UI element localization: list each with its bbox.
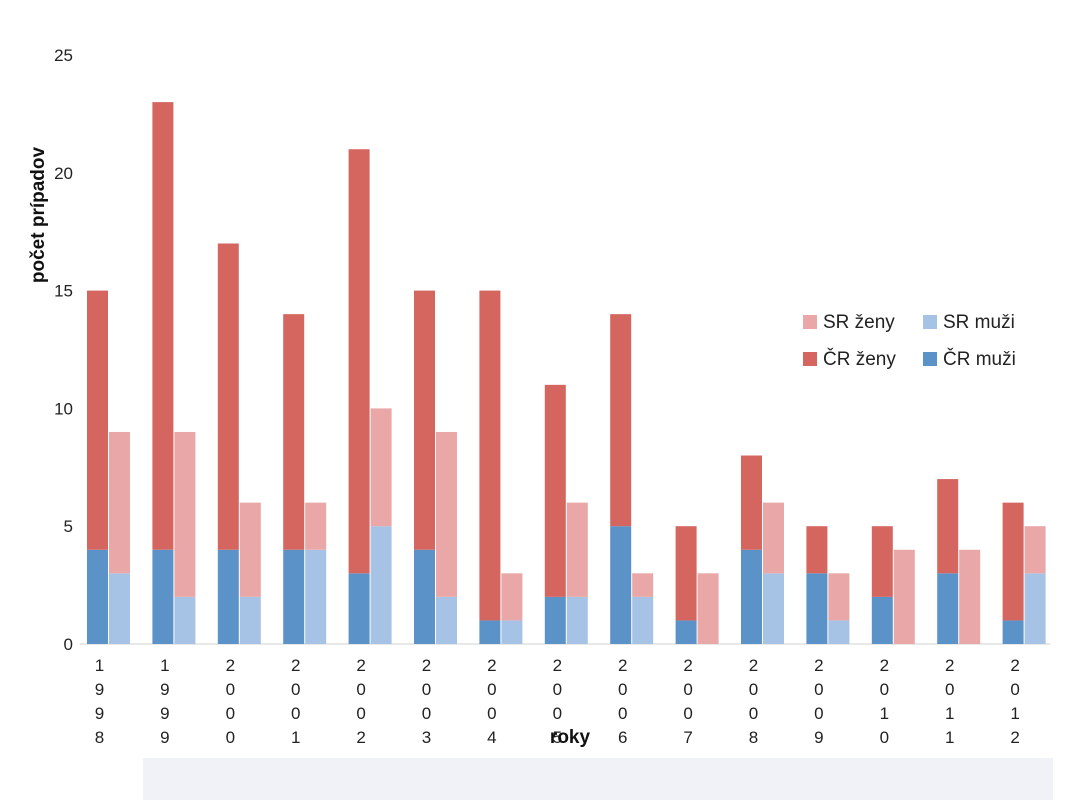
bar-segment [217, 549, 239, 644]
bar-segment [937, 479, 959, 574]
x-axis-title: roky [550, 727, 591, 748]
bar-segment [174, 596, 196, 644]
bar-segment [697, 573, 719, 644]
bar-segment [741, 549, 762, 644]
y-axis-title: počet prípadov [28, 146, 49, 283]
y-tick-label: 20 [54, 164, 73, 183]
footer-panel [143, 758, 1053, 800]
legend-label: ČR muži [943, 348, 1016, 370]
bar-segment [436, 431, 457, 597]
bar-segment [893, 549, 915, 644]
bar-segment [675, 620, 697, 644]
bar-segment [305, 502, 327, 550]
bar-segment [675, 526, 697, 621]
legend-label: SR ženy [823, 312, 895, 333]
bar-segment [501, 573, 523, 621]
bar-segment [610, 314, 632, 527]
bar-segment [632, 573, 654, 597]
bar-segment [1002, 620, 1024, 644]
bar-segment [1024, 526, 1046, 574]
bar-segment [305, 549, 327, 644]
bar-segment [109, 573, 130, 644]
bar-segment [370, 408, 392, 527]
bar-segment [414, 290, 435, 550]
bar-segment [348, 573, 370, 644]
bar-segment [239, 502, 261, 597]
bar-segment [566, 502, 588, 597]
bar-segment [152, 102, 174, 550]
legend-swatch [923, 352, 937, 366]
bar-segment [828, 573, 850, 621]
bar-segment [610, 526, 632, 644]
legend-swatch [923, 315, 937, 329]
y-tick-label: 25 [54, 46, 73, 65]
bar-segment [348, 149, 370, 574]
y-tick-label: 15 [54, 282, 73, 301]
bar-segment [959, 549, 981, 644]
y-tick-label: 5 [64, 517, 73, 536]
bar-segment [871, 526, 893, 597]
y-tick-label: 0 [64, 635, 73, 654]
bar-segment [152, 549, 174, 644]
y-tick-label: 10 [54, 399, 73, 418]
bar-segment [174, 431, 196, 597]
bar-segment [741, 455, 762, 550]
bar-segment [370, 526, 392, 644]
bar-segment [239, 596, 261, 644]
bar-segment [501, 620, 523, 644]
legend: SR ženy SR muži ČR ženy ČR muži [803, 312, 1016, 370]
legend-label: SR muži [943, 312, 1015, 333]
bar-segment [109, 431, 130, 574]
bar-segment [1002, 502, 1024, 621]
y-axis-ticks: 0 5 10 15 20 25 [54, 46, 73, 654]
bar-segment [87, 290, 108, 550]
bar-segment [479, 620, 501, 644]
bar-segment [871, 596, 893, 644]
bar-segment [937, 573, 959, 644]
bar-segment [479, 290, 501, 621]
x-axis-ticks: 1 9 9 8 1 9 9 9 2 0 0 0 2 0 0 1 2 0 0 2 2 0 0 3 2 0 0 4 2 0 0 5 2 0 0 6 2 0 0 7… [95, 656, 1020, 747]
bar-segment [763, 502, 784, 574]
bar-segment [632, 596, 654, 644]
legend-swatch [803, 315, 817, 329]
bar-segment [87, 549, 108, 644]
bar-segment [414, 549, 435, 644]
bar-segment [806, 573, 828, 644]
bars [87, 102, 1046, 644]
bar-segment [544, 384, 566, 597]
bar-segment [806, 526, 828, 574]
bar-segment [436, 596, 457, 644]
bar-segment [1024, 573, 1046, 644]
bar-segment [283, 549, 305, 644]
bar-segment [763, 573, 784, 644]
bar-segment [828, 620, 850, 644]
bar-segment [566, 596, 588, 644]
bar-segment [544, 596, 566, 644]
legend-swatch [803, 352, 817, 366]
bar-segment [283, 314, 305, 550]
legend-label: ČR ženy [823, 348, 896, 370]
bar-segment [217, 243, 239, 550]
